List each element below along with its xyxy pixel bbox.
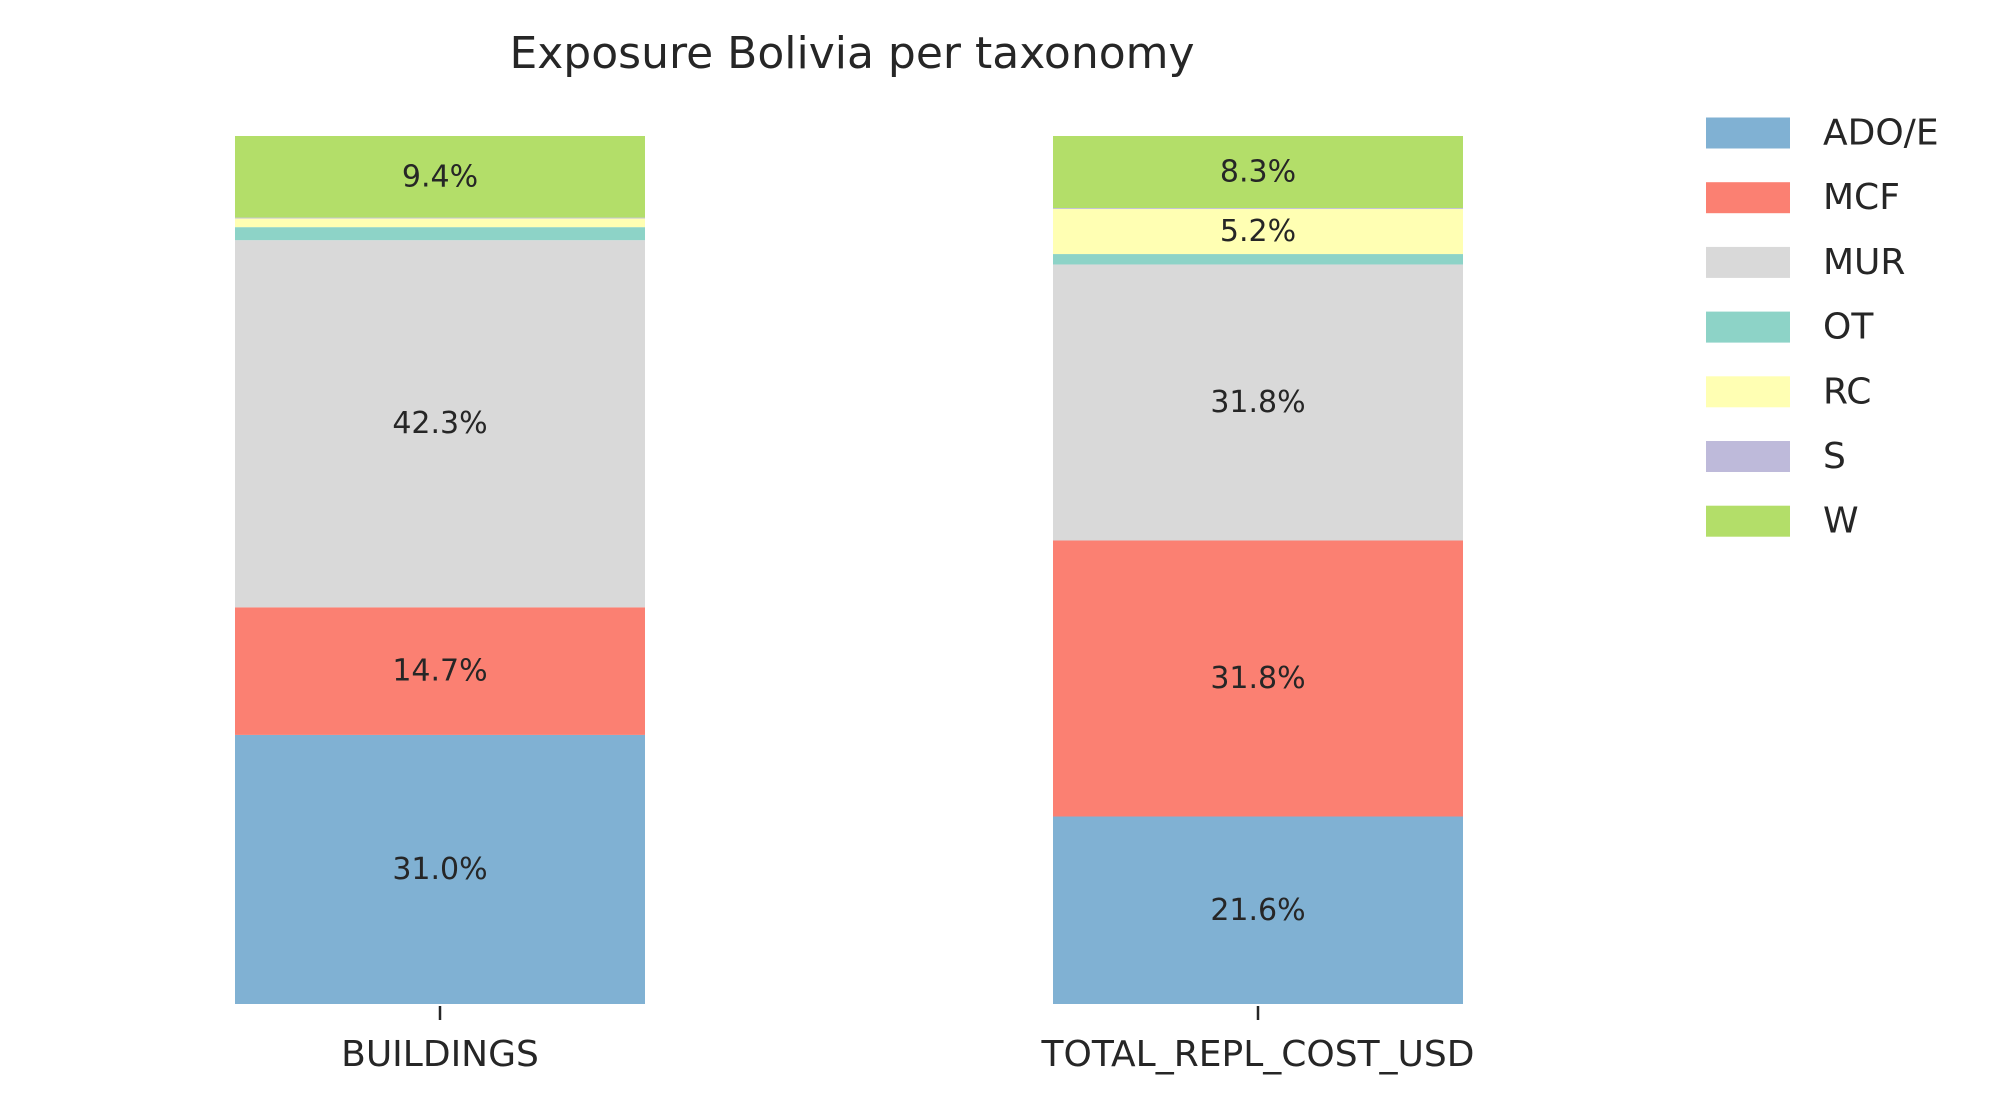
- bar-segment-buildings-mcf: [235, 607, 645, 735]
- bar-segment-total-repl-cost-usd-mcf: [1053, 540, 1463, 817]
- legend-swatch-s: [1706, 441, 1790, 472]
- bar-segment-total-repl-cost-usd-ado-e: [1053, 816, 1463, 1004]
- legend-swatch-mcf: [1706, 182, 1790, 214]
- data-label-buildings-mur: 42.3%: [392, 406, 487, 441]
- data-label-buildings-w: 9.4%: [402, 159, 478, 194]
- legend-label-rc: RC: [1823, 371, 1871, 412]
- bar-segment-total-repl-cost-usd-w: [1053, 136, 1463, 209]
- legend-label-mcf: MCF: [1823, 177, 1900, 218]
- data-label-total-repl-cost-usd-mur: 31.8%: [1210, 385, 1305, 420]
- data-label-buildings-ado-e: 31.0%: [392, 852, 487, 887]
- plot-area: 31.0% 14.7% 42.3% 9.4% 21.6% 31.8% 31.8% 5.2% 8.…: [235, 136, 1463, 1004]
- x-axis: BUILDINGS TOTAL_REPL_COST_USD: [341, 1006, 1474, 1075]
- x-tick-label-buildings: BUILDINGS: [341, 1034, 539, 1075]
- legend-swatch-w: [1706, 505, 1790, 537]
- legend-label-ado-e: ADO/E: [1823, 113, 1939, 154]
- chart-title: Exposure Bolivia per taxonomy: [509, 28, 1194, 79]
- bar-segment-total-repl-cost-usd-ot: [1053, 254, 1463, 265]
- bar-segment-buildings-rc: [235, 218, 645, 228]
- data-label-buildings-mcf: 14.7%: [392, 654, 487, 689]
- data-label-total-repl-cost-usd-rc: 5.2%: [1220, 214, 1296, 249]
- bar-segment-total-repl-cost-usd-s: [1053, 208, 1463, 209]
- legend-label-s: S: [1823, 436, 1846, 477]
- bar-segment-buildings-w: [235, 136, 645, 218]
- data-label-total-repl-cost-usd-mcf: 31.8%: [1210, 661, 1305, 696]
- legend-label-w: W: [1823, 501, 1859, 542]
- bar-segment-buildings-mur: [235, 240, 645, 608]
- data-label-total-repl-cost-usd-w: 8.3%: [1220, 155, 1296, 190]
- legend-label-mur: MUR: [1823, 242, 1905, 283]
- bar-segment-buildings-ado-e: [235, 734, 645, 1004]
- x-tick-label-total-repl-cost-usd: TOTAL_REPL_COST_USD: [1041, 1034, 1475, 1075]
- legend-label-ot: OT: [1823, 307, 1874, 348]
- bar-segment-buildings-s: [235, 217, 645, 219]
- data-label-total-repl-cost-usd-ado-e: 21.6%: [1210, 893, 1305, 928]
- legend: ADO/E MCF MUR OT RC SW: [1706, 113, 1939, 542]
- bar-segment-total-repl-cost-usd-mur: [1053, 264, 1463, 541]
- bar-segment-buildings-ot: [235, 227, 645, 241]
- bar-segment-total-repl-cost-usd-rc: [1053, 208, 1463, 255]
- legend-swatch-mur: [1706, 246, 1790, 278]
- legend-swatch-rc: [1706, 376, 1790, 408]
- legend-swatch-ado-e: [1706, 117, 1790, 149]
- legend-swatch-ot: [1706, 311, 1790, 343]
